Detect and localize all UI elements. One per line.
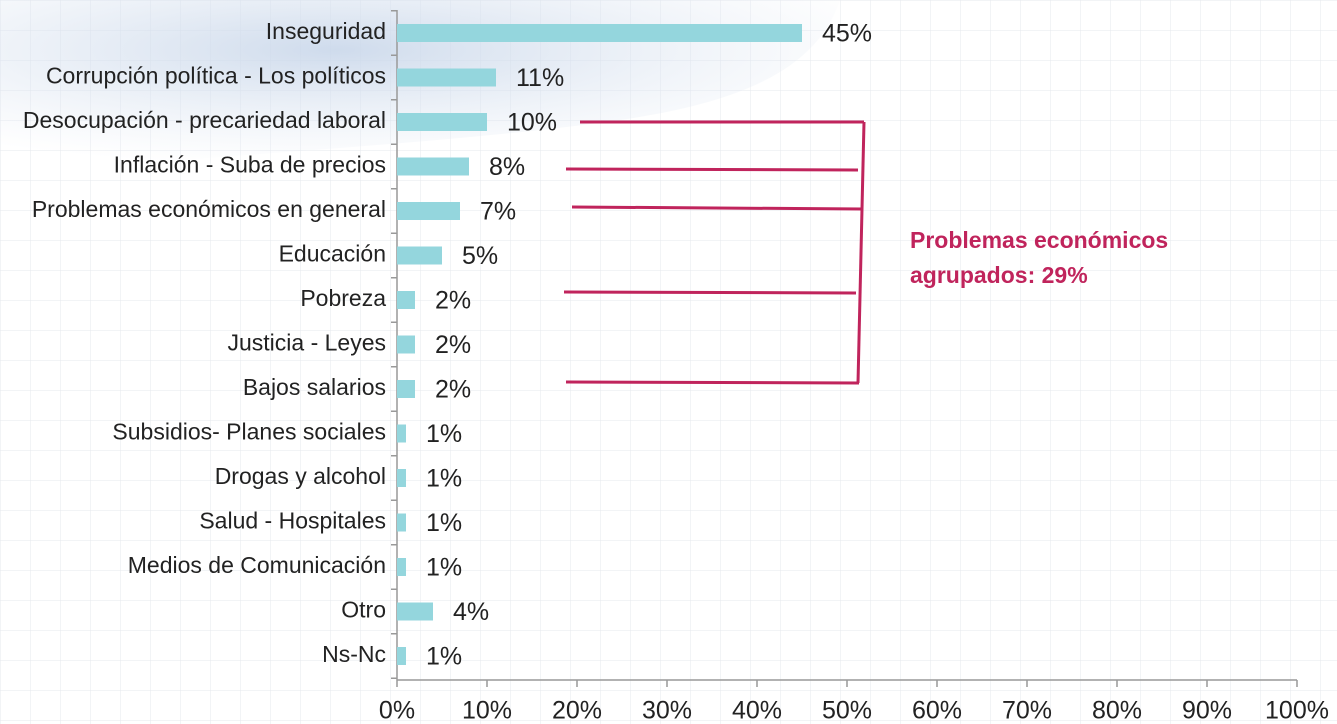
y-tick-label: Salud - Hospitales [199,508,386,534]
value-label: 2% [435,287,471,315]
x-tick-label: 90% [1182,697,1232,724]
x-tick-label: 30% [642,697,692,724]
value-label: 1% [426,554,462,582]
bar [397,602,433,621]
x-tick-label: 80% [1092,697,1142,724]
y-tick-label: Subsidios- Planes sociales [112,419,386,445]
x-tick-label: 60% [912,697,962,724]
value-label: 1% [426,465,462,493]
bar [397,647,406,665]
value-label: 1% [426,420,462,448]
y-tick-label: Problemas económicos en general [32,196,386,222]
value-label: 2% [435,376,471,404]
value-label: 45% [822,20,872,48]
value-label: 1% [426,643,462,671]
y-tick-label: Inseguridad [266,18,386,44]
bar [397,424,406,443]
x-tick-label: 10% [462,697,512,724]
y-tick-label: Drogas y alcohol [215,463,386,489]
y-tick-label: Corrupción política - Los políticos [46,63,386,89]
value-label: 5% [462,242,498,270]
bracket [563,120,866,385]
y-tick-label: Ns-Nc [322,641,386,667]
bar [397,202,460,220]
value-label: 1% [426,509,462,537]
annotation: Problemas económicos [910,227,1168,253]
y-tick-label: Inflación - Suba de precios [114,152,386,178]
y-tick-label: Educación [279,241,386,267]
value-label: 10% [507,109,557,137]
y-tick-label: Otro [341,597,386,623]
bar [397,469,406,487]
bar [397,157,469,176]
bar [397,246,442,265]
y-tick-label: Desocupación - precariedad laboral [23,107,386,133]
bar [397,24,802,42]
x-tick-label: 70% [1002,697,1052,724]
value-label: 7% [480,198,516,226]
value-label: 4% [453,598,489,626]
x-tick-label: 40% [732,697,782,724]
bar [397,291,415,309]
y-tick-label: Medios de Comunicación [128,552,386,578]
bar [397,335,415,354]
value-label: 2% [435,331,471,359]
x-tick-label: 50% [822,697,872,724]
y-tick-label: Pobreza [300,285,386,311]
value-label: 8% [489,153,525,181]
value-label: 11% [516,64,564,92]
bar [397,513,406,532]
x-tick-label: 0% [379,697,415,724]
x-tick-label: 100% [1265,697,1329,724]
bar [397,113,487,131]
y-tick-label: Bajos salarios [243,374,386,400]
x-tick-label: 20% [552,697,602,724]
bar [397,68,496,87]
bar [397,380,415,398]
y-tick-label: Justicia - Leyes [227,330,386,356]
annotation: agrupados: 29% [910,262,1088,288]
bar [397,558,406,576]
